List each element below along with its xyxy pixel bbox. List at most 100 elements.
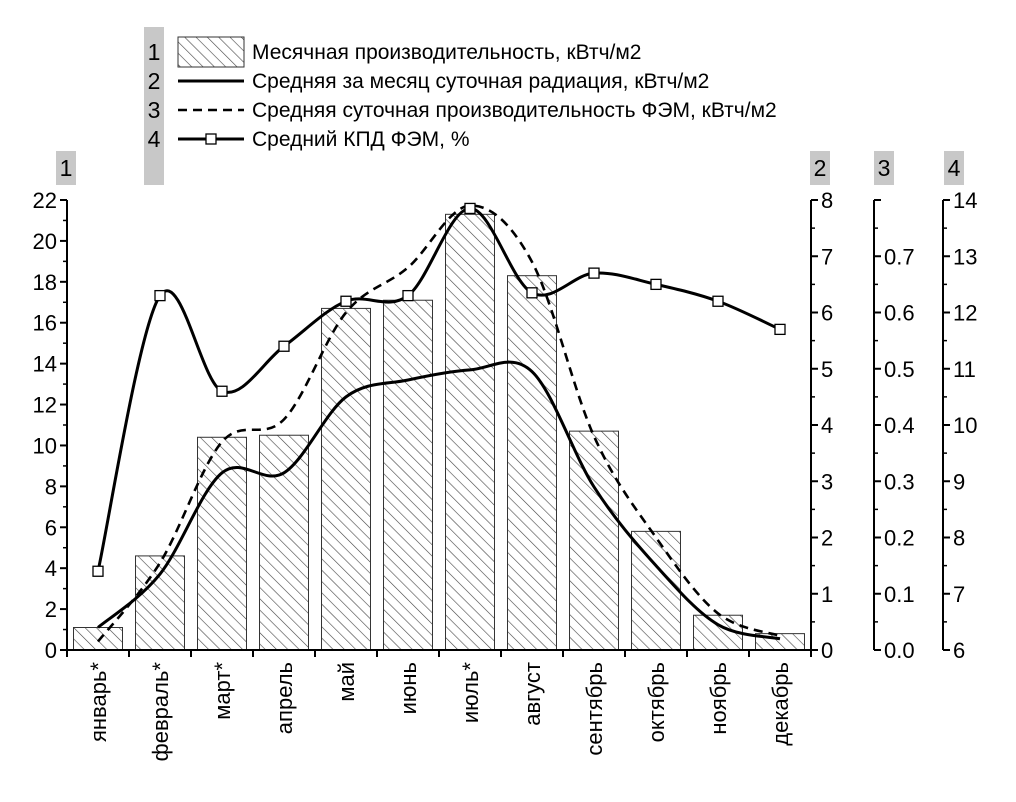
legend-swatch-marker (205, 133, 217, 145)
y-tick-label-4: 10 (953, 413, 977, 438)
series-line-3 (96, 204, 781, 643)
data-point (216, 385, 228, 397)
legend: 1 Месячная производительность, кВтч/м2 2 Ср… (144, 27, 777, 185)
category-label: март* (210, 662, 235, 720)
bar-series (73, 213, 805, 651)
category-label: май (334, 662, 359, 702)
y-tick-label-1: 10 (33, 433, 57, 458)
y-tick-label-1: 0 (45, 638, 57, 663)
y-tick-label-2: 0 (821, 638, 833, 663)
y-tick-label-2: 7 (821, 244, 833, 269)
category-label: июнь (396, 662, 421, 714)
y-tick-label-1: 2 (45, 597, 57, 622)
y-tick-label-2: 5 (821, 357, 833, 382)
y-tick-label-2: 1 (821, 582, 833, 607)
category-label: июль* (458, 662, 483, 724)
category-label: октябрь (644, 662, 669, 742)
legend-number: 4 (148, 126, 161, 152)
legend-number: 1 (148, 39, 161, 65)
y-tick-label-2: 8 (821, 188, 833, 213)
bar (135, 555, 185, 651)
y-tick-label-4: 14 (953, 188, 977, 213)
y-tick-label-4: 6 (953, 638, 965, 663)
y-tick-label-1: 18 (33, 270, 57, 295)
y-tick-label-1: 22 (33, 188, 57, 213)
data-point (526, 287, 538, 299)
category-label: ноябрь (706, 662, 731, 735)
y-tick-label-1: 4 (45, 556, 57, 581)
y-tick-label-2: 6 (821, 301, 833, 326)
data-point (92, 565, 104, 577)
y-tick-label-2: 4 (821, 413, 833, 438)
y-tick-label-4: 11 (953, 357, 976, 382)
y-tick-label-1: 8 (45, 474, 57, 499)
category-label: август (520, 662, 545, 726)
y-tick-label-2: 2 (821, 526, 833, 551)
axes: 02468101214161820220123456780.00.10.20.3… (33, 188, 978, 663)
category-label: декабрь (768, 662, 793, 746)
y-tick-label-1: 12 (33, 393, 57, 418)
y-tick-label-3: 0.4 (884, 413, 915, 438)
category-label: сентябрь (582, 662, 607, 756)
legend-number-column (144, 27, 164, 185)
bar (383, 299, 433, 651)
y-tick-label-4: 7 (953, 582, 965, 607)
y-tick-label-3: 0.6 (884, 301, 915, 326)
y-tick-label-3: 0.0 (884, 638, 915, 663)
legend-label: Месячная производительность, кВтч/м2 (252, 41, 641, 64)
y-tick-label-4: 9 (953, 469, 965, 494)
data-point (278, 340, 290, 352)
data-point (402, 289, 414, 302)
legend-label: Средняя за месяц суточная радиация, кВтч… (252, 70, 709, 93)
legend-swatch-bar (177, 36, 245, 68)
bar (445, 213, 495, 651)
bar (631, 530, 681, 651)
y-tick-label-2: 3 (821, 469, 833, 494)
axis-badge-label-4: 4 (948, 155, 961, 181)
axis-badge-2 (810, 151, 830, 185)
category-label: январь* (86, 662, 111, 742)
axis-badge-label-2: 2 (814, 155, 827, 181)
y-tick-label-1: 16 (33, 311, 57, 336)
axis-badges: 1 2 3 4 (56, 151, 964, 185)
y-tick-label-3: 0.3 (884, 469, 915, 494)
bar (507, 275, 557, 651)
y-tick-label-3: 0.1 (884, 582, 915, 607)
axis-badge-label-1: 1 (60, 155, 73, 181)
y-tick-label-1: 6 (45, 515, 57, 540)
y-tick-label-4: 12 (953, 301, 977, 326)
bar (197, 436, 247, 651)
data-point (154, 289, 166, 302)
y-tick-label-1: 14 (33, 352, 57, 377)
data-point (340, 295, 352, 307)
legend-label: Средняя суточная производительность ФЭМ,… (252, 99, 777, 122)
line-series (92, 202, 786, 643)
category-labels: январь* февраль* март* апрель май июнь июль* ав… (86, 662, 793, 762)
y-tick-label-4: 13 (953, 244, 977, 269)
bar (73, 627, 123, 651)
category-label: апрель (272, 662, 297, 734)
legend-number: 2 (148, 68, 161, 94)
bar (321, 307, 371, 651)
y-tick-label-4: 8 (953, 526, 965, 551)
axis-badge-4 (944, 151, 964, 185)
legend-number: 3 (148, 97, 161, 123)
axis-badge-3 (874, 151, 894, 185)
y-tick-label-3: 0.7 (884, 244, 915, 269)
y-tick-label-3: 0.5 (884, 357, 915, 382)
data-point (650, 278, 662, 291)
series-line-2 (97, 360, 781, 641)
legend-label: Средний КПД ФЭМ, % (252, 128, 470, 151)
category-label: февраль* (148, 662, 173, 762)
data-point (588, 267, 600, 279)
data-point (464, 202, 476, 215)
bar (569, 430, 619, 651)
axis-badge-label-3: 3 (878, 155, 891, 181)
data-point (712, 295, 724, 307)
y-tick-label-1: 20 (33, 229, 57, 254)
axis-badge-1 (56, 151, 76, 185)
data-point (774, 323, 786, 336)
bar (259, 434, 309, 651)
y-tick-label-3: 0.2 (884, 526, 915, 551)
